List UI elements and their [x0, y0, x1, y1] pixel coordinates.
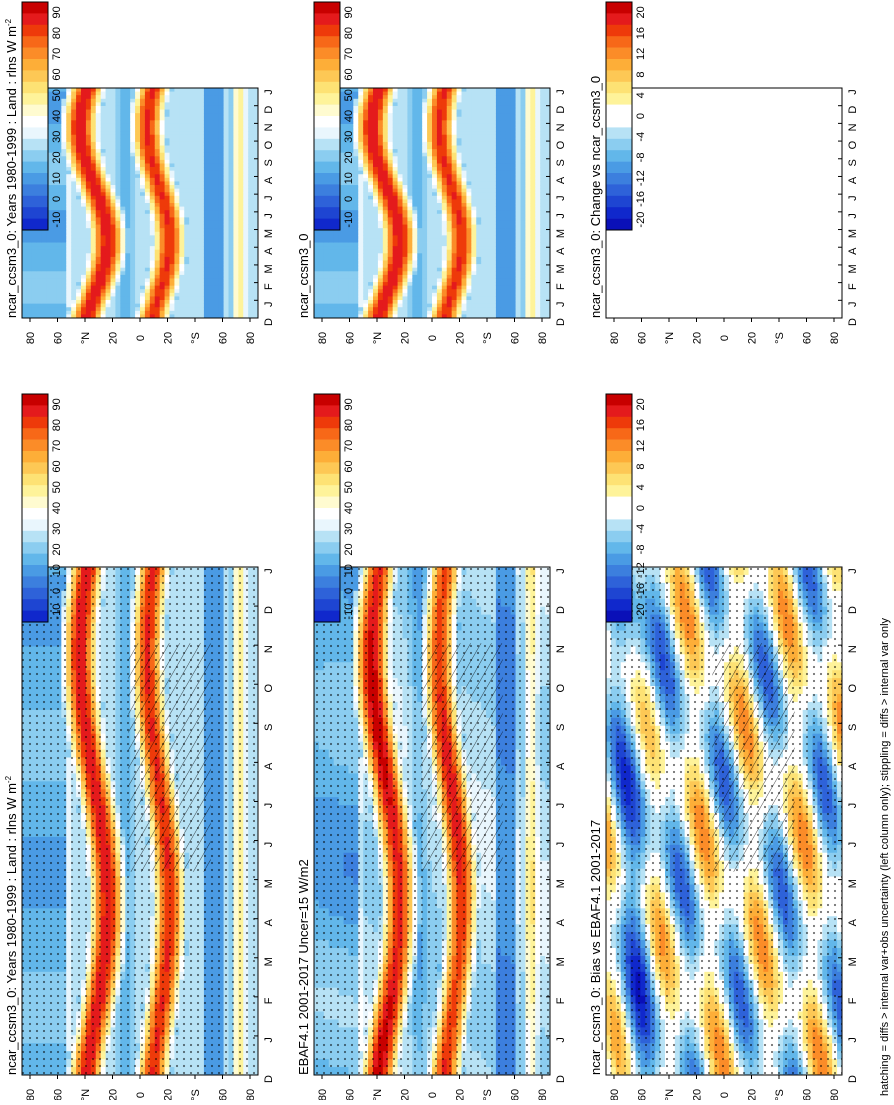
- panel-title: ncar_ccsm3_0: Years 1980-1999 : Land : r…: [4, 775, 19, 1075]
- month-label: S: [263, 724, 275, 731]
- month-label: O: [263, 684, 275, 693]
- colorbar-swatch: [22, 588, 48, 600]
- colorbar-swatch: [22, 554, 48, 566]
- month-label: J: [263, 568, 275, 574]
- colorbar-label: 80: [51, 419, 63, 431]
- month-label: J: [263, 803, 275, 809]
- panel-left-top: ncar_ccsm3_0: Years 1980-1999 : Land : r…: [4, 394, 275, 1100]
- lat-label: 60: [218, 1089, 230, 1100]
- colorbar-label: 60: [51, 460, 63, 472]
- colorbar-swatch: [22, 497, 48, 509]
- month-label: M: [263, 957, 275, 966]
- colorbar-swatch: [22, 576, 48, 588]
- colorbar-swatch: [22, 531, 48, 543]
- month-label: J: [263, 1037, 275, 1043]
- colorbar-swatch: [22, 599, 48, 611]
- month-label: A: [263, 918, 275, 926]
- month-label: M: [263, 879, 275, 888]
- colorbar-label: 70: [51, 440, 63, 452]
- colorbar-swatch: [22, 485, 48, 497]
- month-label: F: [263, 997, 275, 1004]
- colorbar-label: 90: [51, 398, 63, 410]
- lat-label: 20: [163, 1089, 175, 1100]
- colorbar-label: 30: [51, 523, 63, 535]
- colorbar-label: 20: [51, 543, 63, 555]
- month-label: D: [263, 606, 275, 614]
- lat-label: °N: [80, 1089, 92, 1100]
- colorbar-swatch: [22, 565, 48, 577]
- colorbar-label: -10: [51, 604, 63, 620]
- month-label: D: [263, 1075, 275, 1083]
- month-label: J: [263, 842, 275, 848]
- colorbar-swatch: [22, 394, 48, 406]
- colorbar-swatch: [22, 417, 48, 429]
- colorbar-swatch: [22, 462, 48, 474]
- colorbar-swatch: [22, 508, 48, 520]
- lat-label: 80: [245, 1089, 257, 1100]
- lat-label: 0: [135, 1092, 147, 1098]
- colorbar-swatch: [22, 405, 48, 417]
- colorbar-swatch: [22, 451, 48, 463]
- colorbar: 90 80 70 60 50 40 30 20 10 0 -10: [22, 394, 63, 622]
- lat-label: °S: [190, 1089, 202, 1100]
- colorbar-label: 10: [51, 564, 63, 576]
- lat-label: 60: [53, 1089, 65, 1100]
- colorbar-label: 40: [51, 502, 63, 514]
- colorbar-swatch: [22, 519, 48, 531]
- month-label: N: [263, 645, 275, 653]
- colorbar-label: 0: [51, 588, 63, 594]
- month-label: A: [263, 762, 275, 770]
- colorbar-label: 50: [51, 481, 63, 493]
- lat-label: 20: [108, 1089, 120, 1100]
- colorbar-swatch: [22, 542, 48, 554]
- colorbar-swatch: [22, 474, 48, 486]
- colorbar-swatch: [22, 428, 48, 440]
- hatch-overlay: [128, 643, 211, 872]
- panel-left-mid: EBAF4.1 2001-2017 Uncer=15 W/m2DJFMAMJJA…: [296, 394, 567, 1100]
- lat-label: 80: [25, 1089, 37, 1100]
- colorbar-swatch: [22, 440, 48, 452]
- colorbar-swatch: [22, 611, 48, 623]
